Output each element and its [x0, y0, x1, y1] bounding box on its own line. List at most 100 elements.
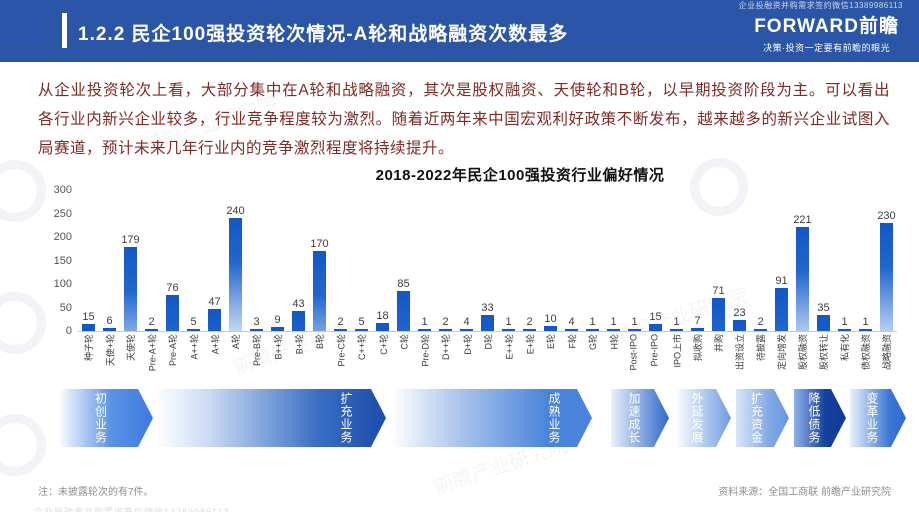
bar-value-label: 85 — [397, 278, 410, 290]
bar-value-label: 47 — [208, 296, 221, 308]
bar-slot: 1 E++轮 — [498, 190, 519, 391]
x-axis-label: 天使轮 — [126, 334, 137, 362]
x-axis-label: Pre-B轮 — [252, 334, 263, 367]
x-axis-label: B轮 — [315, 334, 326, 350]
header-bar: 企业投融资并购需求签约微信13389986113 1.2.2 民企100强投资轮… — [0, 0, 919, 62]
stage-arrow: 扩充业务 — [157, 389, 386, 447]
bar-value-label: 76 — [166, 282, 179, 294]
bar-value-label: 1 — [505, 316, 512, 328]
bar-slot: 91 定向增发 — [771, 190, 792, 391]
x-axis-label: G轮 — [588, 334, 599, 351]
bar-value-label: 15 — [82, 311, 95, 323]
bar — [208, 309, 221, 331]
bar-slot: 230 战略融资 — [876, 190, 897, 391]
bar — [124, 247, 137, 331]
bar-slot: 3 Pre-B轮 — [246, 190, 267, 391]
bar — [523, 329, 536, 331]
bar-value-label: 230 — [877, 210, 896, 222]
x-axis-line — [78, 331, 897, 332]
x-axis-label: 待披露 — [756, 334, 767, 362]
bar-value-label: 1 — [841, 316, 848, 328]
bar-value-label: 1 — [610, 316, 617, 328]
bar-value-label: 23 — [733, 307, 746, 319]
y-tick-label: 100 — [53, 278, 72, 290]
x-axis-label: 战略融资 — [882, 334, 893, 371]
bar-slot: 43 B+轮 — [288, 190, 309, 391]
bar-slot: 221 股权融资 — [792, 190, 813, 391]
bar-value-label: 5 — [358, 316, 365, 328]
bar-value-label: 2 — [526, 316, 533, 328]
x-axis-label: 私有化 — [840, 334, 851, 362]
bar-value-label: 1 — [421, 316, 428, 328]
stage-arrow: 加速成长 — [611, 389, 669, 447]
bar-slot: 9 B++轮 — [267, 190, 288, 391]
x-axis-label: 定向增发 — [777, 334, 788, 371]
x-axis-label: Pre-A+轮 — [147, 334, 158, 372]
bar — [82, 324, 95, 331]
x-axis-label: C++轮 — [357, 334, 368, 361]
stage-arrow: 初创业务 — [60, 389, 153, 447]
bar-slot: 179 天使轮 — [120, 190, 141, 391]
stage-label: 加速成长 — [627, 392, 641, 444]
bar — [418, 329, 431, 331]
stage-label: 降低债务 — [807, 392, 821, 444]
watermark-circle — [0, 160, 46, 222]
bar-slot: 1 债权融资 — [855, 190, 876, 391]
bar — [670, 329, 683, 331]
bar-value-label: 33 — [481, 302, 494, 314]
watermark-circle — [0, 292, 46, 354]
bar-value-label: 240 — [226, 205, 245, 217]
bar — [544, 326, 557, 331]
bar-value-label: 5 — [190, 316, 197, 328]
bar — [187, 329, 200, 331]
bar — [817, 315, 830, 331]
bar-value-label: 221 — [793, 214, 812, 226]
bar — [502, 329, 515, 331]
bar-slot: 85 C轮 — [393, 190, 414, 391]
bar-value-label: 18 — [376, 310, 389, 322]
bar-slot: 240 A轮 — [225, 190, 246, 391]
y-tick-label: 150 — [53, 254, 72, 267]
y-tick-label: 50 — [59, 301, 72, 314]
bar-value-label: 2 — [337, 316, 344, 328]
bar — [649, 324, 662, 331]
stage-arrow: 成熟业务 — [391, 389, 592, 447]
bar-slot: 47 A+轮 — [204, 190, 225, 391]
stage-label: 扩充资金 — [749, 392, 764, 444]
stage-label: 初创业务 — [93, 392, 108, 444]
x-axis-label: A++轮 — [189, 334, 200, 360]
stage-label: 扩充业务 — [339, 392, 353, 444]
bar — [754, 329, 767, 331]
bar-value-label: 2 — [148, 316, 155, 328]
bar — [691, 328, 704, 331]
bar-value-label: 91 — [775, 275, 788, 287]
x-axis-label: B++轮 — [273, 334, 284, 360]
logo-text: FORWARD前瞻 — [754, 16, 899, 37]
bar-slot: 18 C+轮 — [372, 190, 393, 391]
bar — [229, 218, 242, 331]
bar — [880, 223, 893, 331]
x-axis-label: 拟收购 — [693, 334, 704, 362]
x-axis-label: 天使+轮 — [105, 334, 116, 367]
x-axis-label: 股权融资 — [798, 334, 809, 371]
bar — [460, 329, 473, 331]
bar-slot: 5 C++轮 — [351, 190, 372, 391]
x-axis-label: Post-IPO — [628, 334, 639, 371]
bar — [586, 329, 599, 331]
bar-slot: 2 待披露 — [750, 190, 771, 391]
bar-slot: 2 Pre-C轮 — [330, 190, 351, 391]
bar-value-label: 1 — [589, 316, 596, 328]
bar — [103, 328, 116, 331]
stage-label: 成熟业务 — [547, 392, 561, 444]
stage-arrow: 变革业务 — [850, 389, 906, 447]
x-axis-label: E轮 — [546, 334, 557, 350]
bar-value-label: 2 — [442, 316, 449, 328]
bar-slot: 4 D+轮 — [456, 190, 477, 391]
bar — [376, 323, 389, 331]
stage-arrow: 外延发展 — [675, 389, 731, 447]
bar-value-label: 10 — [544, 313, 557, 325]
bar — [859, 329, 872, 331]
bar — [733, 320, 746, 331]
bar — [481, 315, 494, 331]
bar-value-label: 2 — [757, 316, 764, 328]
